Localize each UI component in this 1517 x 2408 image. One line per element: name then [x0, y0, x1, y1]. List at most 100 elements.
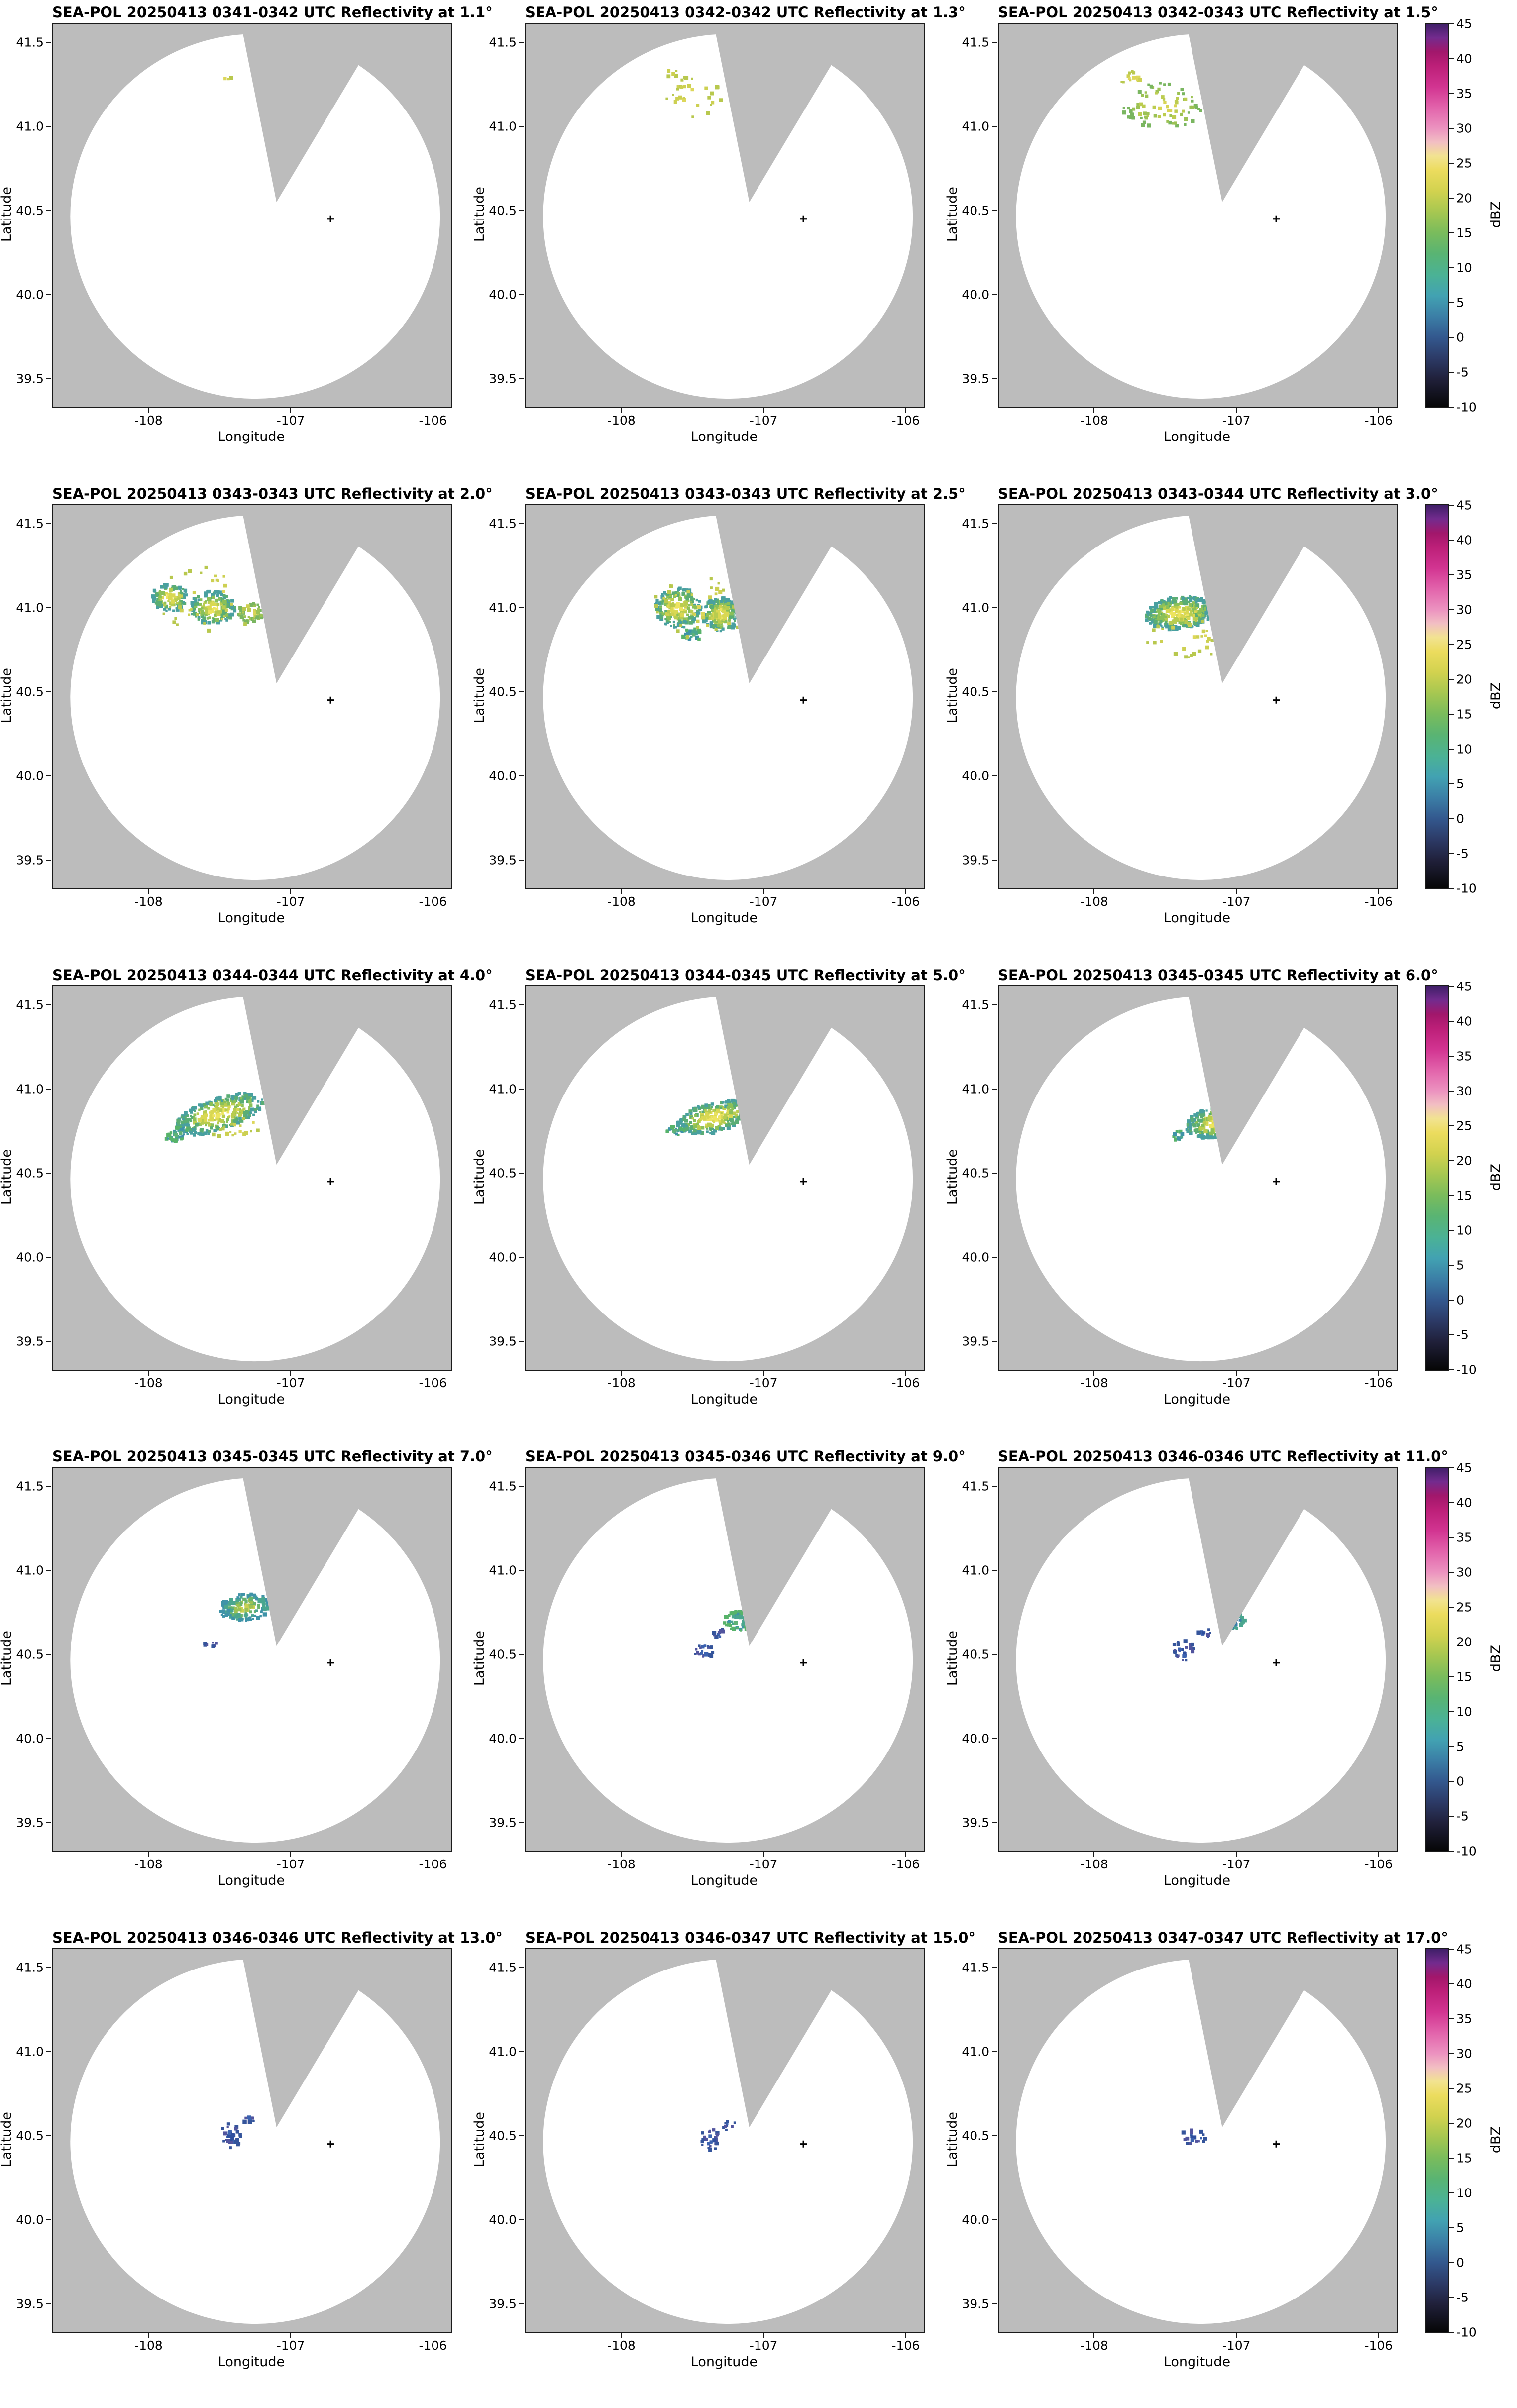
y-tick-label: 41.0 [962, 1082, 989, 1096]
echo-pixel [697, 1120, 701, 1123]
y-tick-label: 41.5 [16, 997, 44, 1012]
x-tick-mark [1236, 1852, 1237, 1857]
y-tick-mark [519, 1967, 524, 1969]
echo-pixel [193, 610, 196, 613]
echo-pixel [190, 1111, 193, 1114]
echo-pixel [664, 601, 669, 606]
echo-pixel [734, 1610, 737, 1613]
echo-pixel [695, 632, 698, 635]
echo-pixel [692, 600, 694, 603]
echo-pixel [1174, 109, 1178, 113]
echo-pixel [174, 597, 178, 601]
echo-pixel [711, 601, 716, 605]
echo-pixel [175, 608, 180, 612]
echo-pixel [1204, 1135, 1208, 1139]
echo-pixel [222, 599, 226, 604]
echo-pixel [229, 1131, 232, 1133]
echo-pixel [717, 612, 721, 616]
echo-pixel [1199, 2129, 1203, 2134]
colorbar-tick-label: 20 [1456, 2116, 1472, 2131]
echo-pixel [258, 609, 262, 612]
y-tick-label: 39.5 [962, 1815, 989, 1830]
colorbar-tick-label: 25 [1456, 637, 1472, 652]
echo-pixel [733, 1116, 735, 1118]
echo-pixel [227, 78, 230, 81]
echo-pixel [698, 1130, 702, 1134]
echo-pixel [262, 1612, 267, 1617]
colorbar-tick-mark [1449, 505, 1454, 506]
echo-pixel [200, 1117, 205, 1122]
echo-pixel [1166, 605, 1169, 609]
radar-scan-svg [999, 1949, 1397, 2332]
echo-pixel [1169, 611, 1174, 615]
echo-pixel [722, 1101, 725, 1104]
x-tick-mark [1093, 889, 1095, 894]
echo-pixel [1182, 109, 1185, 113]
echo-pixel [1207, 1636, 1209, 1638]
echo-pixel [728, 1614, 731, 1617]
echo-pixel [724, 1104, 728, 1108]
echo-pixel [1147, 123, 1151, 128]
echo-pixel [1129, 79, 1132, 82]
echo-pixel [1191, 1118, 1194, 1121]
echo-pixel [1180, 622, 1183, 626]
echo-pixel [719, 629, 722, 633]
echo-pixel [1207, 614, 1210, 618]
echo-pixel [211, 1111, 214, 1114]
echo-pixel [722, 613, 727, 618]
echo-pixel [229, 1615, 233, 1619]
echo-pixel [214, 614, 216, 617]
colorbar-tick-label: 0 [1456, 330, 1464, 345]
colorbar-tick-mark [1449, 2053, 1454, 2054]
echo-pixel [727, 621, 731, 625]
echo-pixel [1173, 1132, 1177, 1136]
echo-pixel [1210, 639, 1214, 642]
echo-pixel [1173, 603, 1177, 607]
echo-pixel [193, 1113, 197, 1117]
echo-pixel [689, 621, 693, 625]
echo-pixel [228, 1116, 230, 1119]
y-tick-mark [992, 1004, 997, 1006]
echo-pixel [1193, 104, 1198, 108]
echo-pixel [239, 1606, 241, 1608]
echo-pixel [724, 598, 727, 601]
x-tick-label: -106 [891, 1376, 920, 1390]
echo-pixel [727, 626, 730, 629]
echo-pixel [190, 601, 194, 605]
y-tick-label: 41.5 [16, 516, 44, 531]
scan-circle [543, 1959, 913, 2324]
echo-pixel [694, 1114, 697, 1117]
echo-pixel [1132, 107, 1136, 111]
echo-pixel [682, 626, 686, 629]
echo-pixel [1209, 1124, 1213, 1128]
echo-pixel [263, 1608, 267, 1612]
colorbar-tick-label: 15 [1456, 225, 1472, 240]
colorbar-tick-mark [1449, 853, 1454, 854]
echo-pixel [1209, 1632, 1211, 1634]
x-tick-mark [1378, 1852, 1379, 1857]
panel-title: SEA-POL 20250413 0344-0345 UTC Reflectiv… [525, 967, 966, 984]
colorbar-tick-mark [1449, 1369, 1454, 1370]
echo-pixel [704, 1103, 708, 1107]
echo-pixel [1173, 121, 1177, 125]
echo-pixel [709, 2145, 712, 2148]
echo-pixel [1178, 1647, 1181, 1651]
y-tick-label: 39.5 [489, 853, 517, 868]
echo-pixel [211, 620, 216, 624]
echo-pixel [1234, 1626, 1237, 1629]
echo-pixel [236, 1618, 238, 1621]
echo-pixel [710, 1107, 713, 1110]
scan-circle [70, 996, 440, 1362]
y-tick-mark [46, 2051, 51, 2052]
echo-pixel [677, 612, 681, 617]
echo-pixel [703, 1105, 707, 1109]
y-axis-label: Latitude [0, 187, 14, 242]
echo-pixel [238, 1108, 241, 1111]
radar-scan-svg [526, 505, 924, 888]
echo-pixel [674, 591, 679, 595]
echo-pixel [711, 1106, 713, 1108]
echo-pixel [168, 593, 173, 597]
echo-pixel [1173, 652, 1178, 656]
y-tick-mark [519, 1089, 524, 1090]
echo-pixel [194, 605, 198, 608]
